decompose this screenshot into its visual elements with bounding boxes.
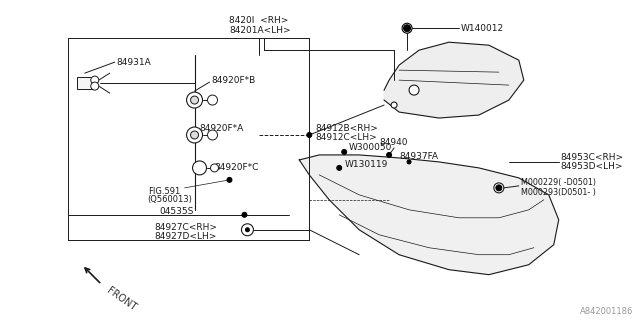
Circle shape xyxy=(241,224,253,236)
Text: 84912B<RH>: 84912B<RH> xyxy=(316,124,378,132)
Text: W140012: W140012 xyxy=(461,24,504,33)
Circle shape xyxy=(404,25,410,32)
Text: 84927D<LH>: 84927D<LH> xyxy=(155,232,217,241)
Text: W300050: W300050 xyxy=(349,143,392,152)
Circle shape xyxy=(337,165,342,171)
Circle shape xyxy=(494,183,504,193)
Text: 84953D<LH>: 84953D<LH> xyxy=(561,163,623,172)
Text: 84201A<LH>: 84201A<LH> xyxy=(230,26,291,35)
Text: 8420I  <RH>: 8420I <RH> xyxy=(230,16,289,25)
Circle shape xyxy=(307,132,312,138)
Circle shape xyxy=(407,160,411,164)
Circle shape xyxy=(207,130,218,140)
Text: 84953C<RH>: 84953C<RH> xyxy=(561,153,624,163)
Circle shape xyxy=(187,92,202,108)
Circle shape xyxy=(187,127,202,143)
Text: 84920F*B: 84920F*B xyxy=(211,76,256,84)
Circle shape xyxy=(387,152,392,157)
Text: 04535S: 04535S xyxy=(159,207,194,216)
Text: 84931A: 84931A xyxy=(116,58,152,67)
Circle shape xyxy=(242,212,247,217)
Text: (Q560013): (Q560013) xyxy=(148,195,193,204)
Circle shape xyxy=(496,185,502,191)
Text: FIG.591: FIG.591 xyxy=(148,187,180,196)
Text: M000293(D0501- ): M000293(D0501- ) xyxy=(521,188,596,197)
Text: A842001186: A842001186 xyxy=(580,307,634,316)
Text: M000229( -D0501): M000229( -D0501) xyxy=(521,178,596,188)
Text: 84927C<RH>: 84927C<RH> xyxy=(155,223,218,232)
Text: 84940: 84940 xyxy=(379,139,408,148)
Circle shape xyxy=(402,23,412,33)
Circle shape xyxy=(207,95,218,105)
Text: 84937FA: 84937FA xyxy=(399,152,438,161)
Circle shape xyxy=(245,228,250,232)
Circle shape xyxy=(211,164,218,172)
Circle shape xyxy=(409,85,419,95)
Circle shape xyxy=(191,96,198,104)
Circle shape xyxy=(342,149,347,155)
Polygon shape xyxy=(300,155,559,275)
Circle shape xyxy=(91,82,99,90)
Circle shape xyxy=(91,76,99,84)
Text: 84912C<LH>: 84912C<LH> xyxy=(316,133,377,142)
Text: 84920F*C: 84920F*C xyxy=(214,164,259,172)
Text: 84920F*A: 84920F*A xyxy=(200,124,244,132)
Circle shape xyxy=(193,161,207,175)
Circle shape xyxy=(227,177,232,182)
Bar xyxy=(77,77,93,89)
Circle shape xyxy=(391,102,397,108)
Text: W130119: W130119 xyxy=(344,160,388,169)
Polygon shape xyxy=(384,42,524,118)
Circle shape xyxy=(191,131,198,139)
Text: FRONT: FRONT xyxy=(105,285,138,313)
